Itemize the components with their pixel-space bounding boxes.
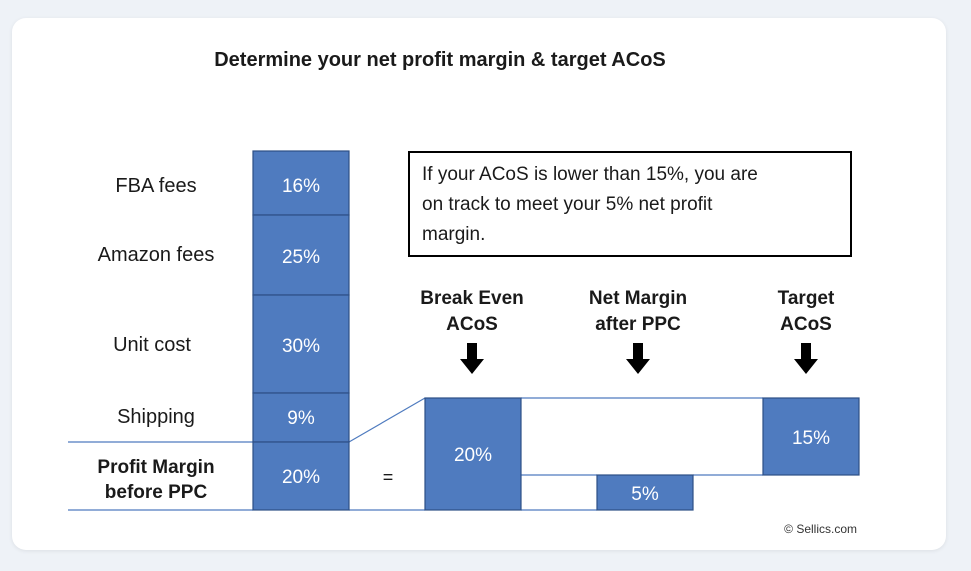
diagram-title: Determine your net profit margin & targe… [214,49,666,71]
note-box [408,151,852,257]
net-margin-box [596,474,694,511]
fba-fees-label: FBA fees [115,175,196,197]
connector-diagonal [348,397,426,443]
profit-margin-label-line1: Profit Margin [97,457,214,478]
note-line-3: margin. [422,224,485,245]
target-acos-header-line2: ACoS [780,314,832,335]
down-arrow-icon [460,343,484,374]
break-even-header-line1: Break Even [420,288,524,309]
down-arrow-icon [626,343,650,374]
fba-fees-value: 16% [282,176,320,197]
break-even-acos-box [424,397,522,511]
shipping-block [252,392,350,443]
note-line-1: If your ACoS is lower than 15%, you are [422,164,758,185]
break-even-header-line2: ACoS [446,314,498,335]
break-even-acos-value: 20% [454,445,492,466]
down-arrow-icon [794,343,818,374]
equals-sign: = [383,467,394,487]
unit-cost-value: 30% [282,336,320,357]
net-margin-header-line2: after PPC [595,314,681,335]
target-acos-box [762,397,860,476]
profit-margin-value: 20% [282,467,320,488]
copyright-text: © Sellics.com [784,522,857,536]
profit-margin-block [252,441,350,511]
unit-cost-label: Unit cost [113,334,191,356]
note-line-2: on track to meet your 5% net profit [422,194,713,215]
cost-stack: 16% 25% 30% 9% 20% [252,150,350,511]
target-acos-header-line1: Target [778,288,835,309]
amazon-fees-block [252,214,350,296]
shipping-label: Shipping [117,406,195,428]
fba-fees-block [252,150,350,216]
target-acos-value: 15% [792,428,830,449]
amazon-fees-label: Amazon fees [98,244,215,266]
shipping-value: 9% [287,408,315,429]
net-margin-header-line1: Net Margin [589,288,687,309]
amazon-fees-value: 25% [282,247,320,268]
net-margin-value: 5% [631,484,659,505]
profit-margin-label-line2: before PPC [105,482,208,503]
